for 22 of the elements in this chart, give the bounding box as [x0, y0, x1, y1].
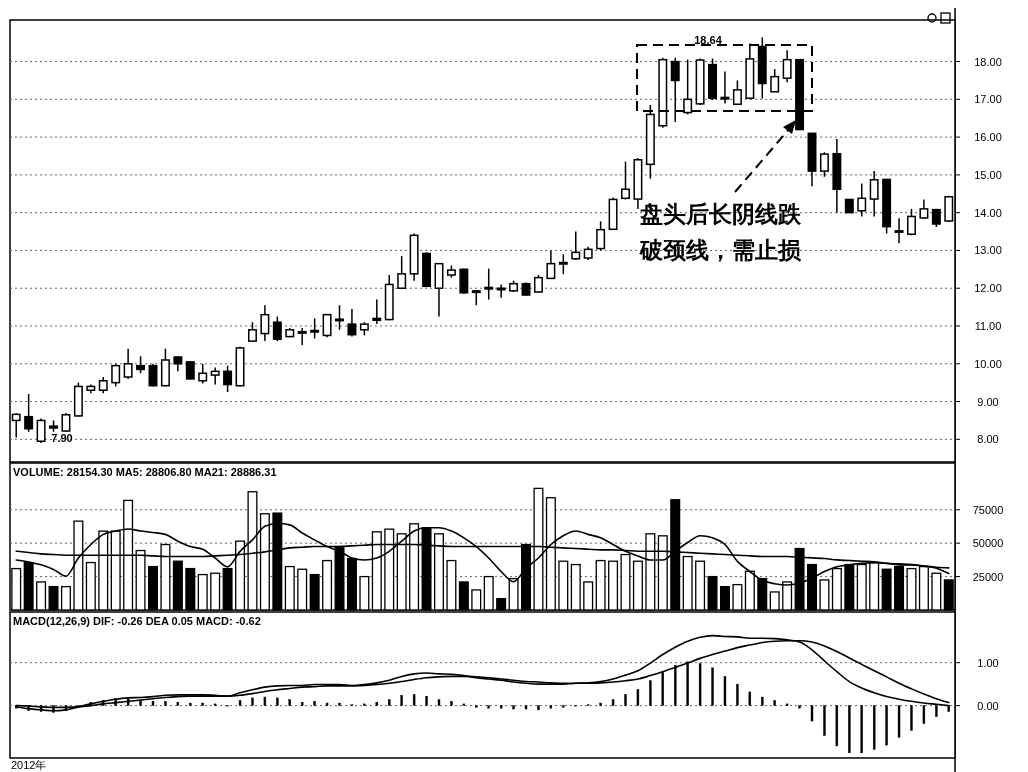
y-tick-label: 18.00	[974, 55, 1002, 68]
y-tick-label: 17.00	[974, 93, 1002, 106]
y-tick-label: 10.00	[974, 357, 1002, 370]
chart-title: MACD(12,26,9) DIF: -0.26 DEA 0.05 MACD: -0.62	[13, 615, 261, 627]
annotation: 18.64	[694, 34, 723, 46]
y-tick-label: 16.00	[974, 131, 1002, 144]
y-tick-label: 12.00	[974, 282, 1002, 295]
y-tick-label: 0.00	[977, 699, 999, 712]
y-tick-label: 15.00	[974, 168, 1002, 181]
x-tick-label: 2012年	[10, 759, 47, 771]
y-tick-label: 75000	[972, 503, 1004, 516]
y-tick-label: 8.00	[977, 433, 999, 446]
chart-title: VOLUME: 28154.30 MA5: 28806.80 MA21: 28886.31	[13, 466, 277, 478]
y-tick-label: 9.00	[977, 395, 999, 408]
y-tick-label: 14.00	[974, 206, 1002, 219]
y-tick-label: 11.00	[974, 320, 1002, 332]
annotation: 7.90	[51, 432, 73, 444]
y-tick-label: 25000	[972, 570, 1004, 583]
y-tick-label: 50000	[972, 537, 1004, 550]
y-tick-label: 1.00	[977, 656, 999, 669]
y-tick-label: 13.00	[974, 244, 1002, 257]
annotation: 盘头后长阴线跌破颈线，需止损	[639, 201, 802, 263]
